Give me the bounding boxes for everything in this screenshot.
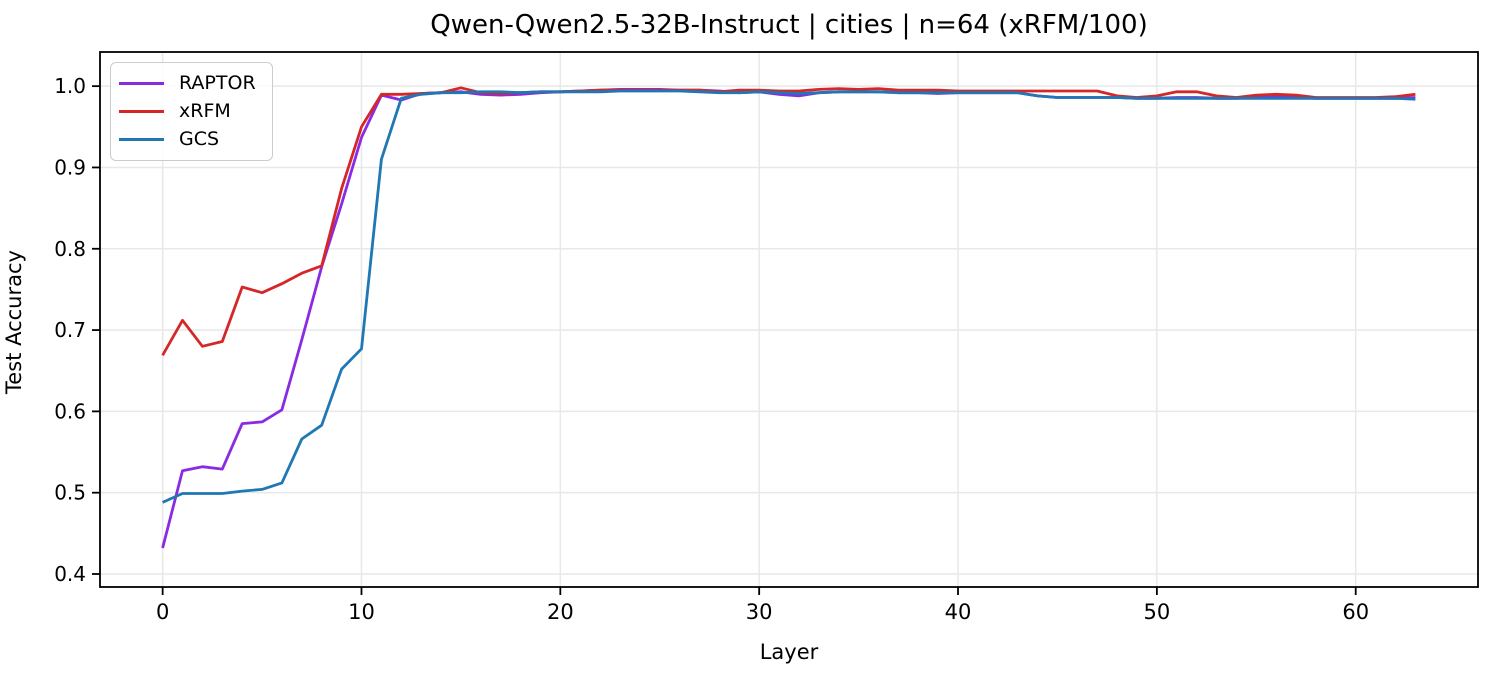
- series-line-xrfm: [161, 86, 1416, 356]
- x-tick-label: 20: [547, 600, 574, 624]
- x-axis-label: Layer: [759, 640, 819, 664]
- legend-item-raptor: RAPTOR: [119, 70, 256, 98]
- y-tick-label: 0.5: [54, 481, 86, 505]
- x-tick-label: 40: [945, 600, 972, 624]
- y-tick-label: 1.0: [54, 74, 86, 98]
- x-tick-label: 30: [746, 600, 773, 624]
- legend-item-gcs: GCS: [119, 125, 256, 153]
- gcs-line-swatch-icon: [119, 137, 164, 141]
- y-tick-label: 0.6: [54, 399, 86, 423]
- x-tick-label: 50: [1143, 600, 1170, 624]
- y-axis-label: Test Accuracy: [2, 250, 26, 394]
- y-tick-label: 0.8: [54, 237, 86, 261]
- legend-label-raptor: RAPTOR: [179, 72, 256, 95]
- x-tick-label: 10: [348, 600, 375, 624]
- plot-border: [99, 51, 1479, 588]
- legend-label-xrfm: xRFM: [179, 100, 231, 122]
- x-tick-label: 0: [156, 600, 169, 624]
- y-tick-label: 0.7: [54, 318, 86, 342]
- raptor-line-swatch-icon: [119, 82, 164, 86]
- xrfm-line-swatch-icon: [119, 110, 164, 113]
- legend-item-xrfm: xRFM: [119, 98, 256, 126]
- chart-title: Qwen-Qwen2.5-32B-Instruct | cities | n=6…: [430, 10, 1148, 40]
- legend-label-gcs: GCS: [179, 127, 220, 150]
- legend: RAPTOR xRFM GCS: [110, 62, 273, 161]
- x-tick-label: 60: [1342, 600, 1369, 624]
- y-tick-label: 0.4: [54, 562, 86, 586]
- y-tick-label: 0.9: [54, 155, 86, 179]
- series-line-gcs: [162, 89, 1416, 504]
